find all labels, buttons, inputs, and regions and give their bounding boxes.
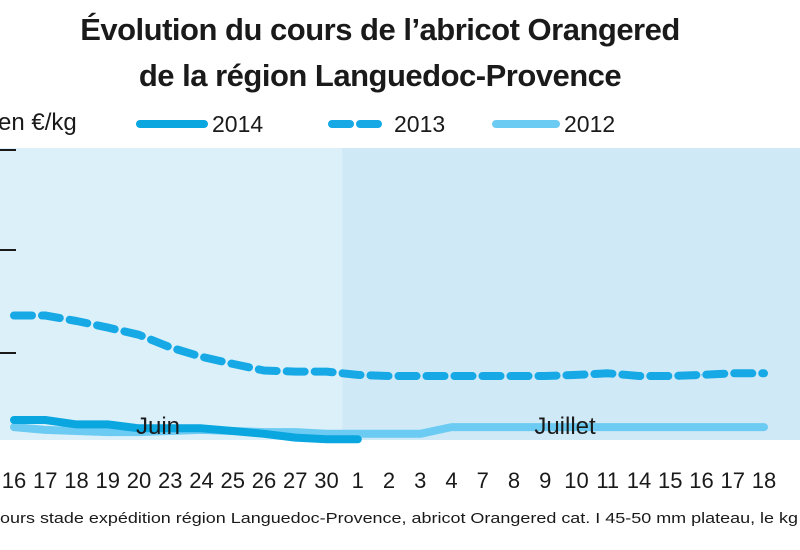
x-tick-label-0: 16 [2, 468, 26, 493]
x-tick-label-10: 30 [314, 468, 338, 493]
chart-title-line-2: de la région Languedoc-Provence [138, 58, 622, 93]
month-label-june: Juin [136, 413, 180, 440]
point-2013-8 [263, 370, 265, 371]
point-2014-10 [326, 438, 327, 440]
point-2014-11 [357, 438, 359, 440]
month-label-july: Juillet [534, 413, 596, 440]
point-2013-11 [357, 374, 359, 376]
point-2013-18 [576, 374, 577, 376]
point-2014-4 [138, 427, 140, 429]
point-2012-9 [294, 431, 296, 433]
x-tick-label-18: 10 [564, 468, 588, 493]
point-2014-0 [13, 419, 15, 421]
point-2013-20 [638, 375, 640, 377]
point-2012-24 [763, 426, 765, 428]
y-axis-unit-label: en €/kg [0, 109, 77, 136]
x-tick-label-6: 24 [189, 468, 213, 493]
point-2012-10 [326, 433, 327, 435]
x-tick-label-11: 1 [352, 468, 364, 493]
point-2014-8 [263, 433, 265, 435]
point-2012-1 [44, 429, 46, 431]
x-tick-label-2: 18 [64, 468, 88, 493]
point-2013-17 [544, 375, 546, 377]
x-tick-label-21: 15 [658, 468, 682, 493]
point-2012-19 [607, 426, 609, 428]
point-2013-21 [669, 375, 671, 377]
point-2013-15 [482, 375, 484, 377]
x-tick-label-17: 9 [539, 468, 551, 493]
june-panel [0, 148, 343, 440]
series-line-2014 [10, 416, 362, 444]
point-2012-21 [669, 426, 671, 428]
point-2014-3 [107, 423, 109, 425]
x-tick-label-20: 14 [627, 468, 651, 493]
point-2012-11 [357, 433, 359, 435]
point-2012-2 [76, 430, 77, 432]
point-2013-9 [294, 371, 296, 373]
legend-label-2014: 2014 [212, 111, 263, 137]
point-2012-20 [638, 426, 640, 428]
point-2013-0 [13, 315, 15, 316]
point-2014-9 [294, 437, 296, 439]
point-2012-14 [451, 426, 452, 428]
point-2013-22 [701, 374, 702, 376]
point-2013-24 [763, 372, 765, 374]
point-2012-22 [701, 426, 702, 428]
point-2012-0 [13, 426, 15, 428]
x-tick-label-12: 2 [383, 468, 395, 493]
x-tick-label-24: 18 [752, 468, 776, 493]
point-2014-6 [201, 427, 202, 429]
july-panel [342, 148, 800, 440]
x-tick-label-15: 7 [477, 468, 489, 493]
point-2013-5 [169, 346, 171, 348]
x-tick-label-4: 20 [127, 468, 151, 493]
legend-label-2012: 2012 [564, 111, 615, 137]
point-2014-7 [232, 430, 234, 432]
x-tick-label-23: 17 [721, 468, 745, 493]
point-2012-13 [419, 433, 421, 435]
point-2012-16 [513, 426, 515, 428]
x-tick-label-22: 16 [689, 468, 713, 493]
x-tick-label-3: 19 [96, 468, 120, 493]
point-2013-7 [232, 363, 234, 365]
x-tick-label-9: 27 [283, 468, 307, 493]
point-2013-23 [732, 372, 734, 374]
point-2014-5 [169, 427, 171, 429]
point-2013-12 [388, 375, 390, 377]
point-2013-10 [326, 371, 327, 373]
x-tick-label-13: 3 [414, 468, 426, 493]
point-2012-3 [107, 431, 109, 433]
x-tick-label-1: 17 [33, 468, 57, 493]
point-2013-14 [451, 375, 452, 377]
x-tick-label-5: 23 [158, 468, 182, 493]
point-2014-2 [76, 423, 77, 425]
point-2013-6 [201, 356, 202, 358]
point-2013-19 [607, 372, 609, 374]
source-note: ours stade expédition région Languedoc-P… [0, 510, 798, 527]
x-tick-label-16: 8 [508, 468, 520, 493]
x-tick-label-19: 11 [596, 468, 619, 493]
point-2013-1 [44, 315, 46, 316]
point-2013-13 [419, 375, 421, 377]
point-2013-4 [138, 334, 140, 336]
point-2012-15 [482, 426, 484, 428]
point-2013-3 [107, 327, 109, 329]
point-2012-18 [576, 426, 577, 428]
point-2013-2 [76, 320, 77, 322]
legend-label-2013: 2013 [394, 111, 445, 137]
x-tick-label-7: 25 [221, 468, 245, 493]
point-2013-16 [513, 375, 515, 377]
point-2012-12 [388, 433, 390, 435]
point-2012-17 [544, 426, 546, 428]
point-2012-23 [732, 426, 734, 428]
x-tick-label-8: 26 [252, 468, 276, 493]
chart-title-line-1: Évolution du cours de l’abricot Orangere… [80, 12, 680, 47]
x-tick-label-14: 4 [445, 468, 457, 493]
point-2014-1 [44, 419, 46, 421]
